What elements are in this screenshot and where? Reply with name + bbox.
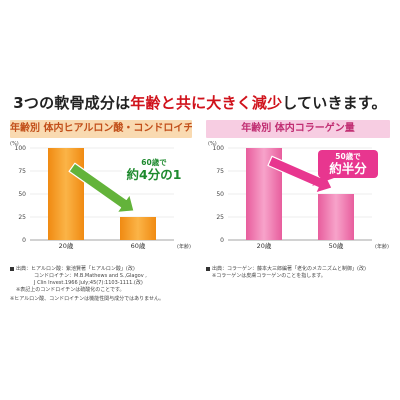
square-bullet-icon — [10, 266, 14, 271]
callout-line2: 約半分 — [329, 161, 367, 176]
y-unit-label: (%) — [10, 141, 19, 147]
down-trend-arrow-icon — [68, 162, 135, 214]
left-source-line: ※表記上のコンドロイチンは硫酸化のことです。 — [16, 287, 125, 293]
callout-tail — [312, 174, 334, 186]
left-source-line: J Clin Invest.1966 July;45(7):1103-1111.… — [34, 280, 143, 286]
left-source-note: 出典：ヒアルロン酸：紫池賢著「ヒアルロン酸」(改) コンドロイチン：M.B.Ma… — [10, 266, 147, 294]
headline-highlight: 年齢と共に大きく減少 — [130, 94, 283, 112]
y-tick-label: 0 — [220, 237, 224, 244]
left-source-line: 出典：ヒアルロン酸：紫池賢著「ヒアルロン酸」(改) — [10, 266, 147, 273]
callout-bubble-shape — [318, 150, 378, 178]
bottom-disclaimer: ※ヒアルロン酸、コンドロイチンは機能性関与成分ではありません。 — [10, 296, 164, 302]
square-bullet-icon — [206, 266, 210, 271]
bar-20歳 — [48, 148, 84, 240]
x-unit-label: (年齢) — [177, 243, 191, 250]
bar-50歳 — [318, 194, 354, 240]
right-source-line: 出典：コラーゲン：藤本大三郎編著「老化のメカニズムと制御」(改) — [206, 266, 366, 273]
y-tick-label: 25 — [216, 214, 224, 221]
y-tick-label: 100 — [15, 145, 27, 152]
callout-tail — [116, 178, 136, 188]
y-unit-label: (%) — [208, 141, 217, 147]
right-chart-title: 年齢別 体内コラーゲン量 — [206, 120, 390, 138]
headline-post: していきます。 — [282, 94, 387, 112]
x-tick-label: 60歳 — [131, 241, 146, 250]
y-tick-label: 50 — [216, 191, 224, 198]
y-tick-label: 50 — [18, 191, 26, 198]
x-tick-label: 50歳 — [329, 241, 344, 250]
y-tick-label: 0 — [22, 237, 26, 244]
y-tick-label: 75 — [18, 168, 26, 175]
headline-pre: 3つの軟骨成分は — [13, 94, 131, 112]
left-source-line: コンドロイチン：M.B.Mathews and S.,Glagov , — [34, 273, 147, 279]
x-tick-label: 20歳 — [59, 241, 74, 250]
right-source-note: 出典：コラーゲン：藤本大三郎編著「老化のメカニズムと制御」(改) ※コラーゲンは… — [206, 266, 366, 280]
y-tick-label: 75 — [216, 168, 224, 175]
headline: 3つの軟骨成分は年齢と共に大きく減少していきます。 — [0, 92, 400, 113]
left-chart-title: 年齢別 体内ヒアルロン酸・コンドロイチン量 — [10, 120, 192, 138]
y-tick-label: 25 — [18, 214, 26, 221]
x-tick-label: 20歳 — [257, 241, 272, 250]
x-unit-label: (年齢) — [375, 243, 389, 250]
bar-60歳 — [120, 217, 156, 240]
callout-line2: 約4分の1 — [127, 167, 182, 182]
callout-bubble-shape — [122, 156, 186, 184]
callout-line1: 60歳で — [141, 157, 167, 167]
y-tick-label: 100 — [213, 145, 225, 152]
right-source-line: ※コラーゲンは皮膚コラーゲンのことを指します。 — [212, 273, 326, 279]
callout-line1: 50歳で — [335, 151, 361, 161]
